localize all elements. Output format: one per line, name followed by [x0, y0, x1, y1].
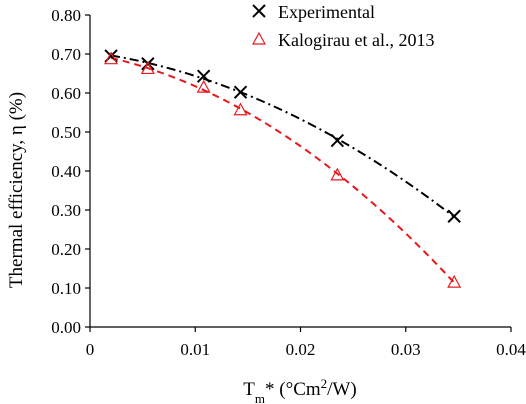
y-tick-label: 0.80: [51, 6, 81, 25]
x-tick-label: 0.03: [391, 340, 421, 359]
y-tick-label: 0.60: [51, 84, 81, 103]
data-point-experimental: [330, 133, 345, 148]
y-tick-label: 0.40: [51, 162, 81, 181]
data-point-kalogirau: [104, 51, 119, 65]
x-axis-label-end: /W): [327, 379, 357, 400]
x-tick-label: 0.01: [180, 340, 210, 359]
data-point-kalogirau: [140, 61, 155, 75]
trendlines: [110, 54, 455, 284]
y-tick-label: 0.00: [51, 318, 81, 337]
y-axis-label: Thermal efficiency, η (%): [6, 92, 27, 288]
data-point-kalogirau: [233, 102, 248, 116]
trendline-experimental: [110, 54, 455, 218]
y-tick-label: 0.20: [51, 240, 81, 259]
y-tick-label: 0.70: [51, 45, 81, 64]
data-point-experimental: [447, 209, 461, 223]
legend-label-kalogirau: Kalogirau et al., 2013: [278, 30, 434, 50]
trendline-kalogirau: [110, 56, 455, 284]
data-point-kalogirau: [330, 167, 345, 181]
tick-labels: 0.00 0.10 0.20 0.30 0.40 0.50 0.60 0.70 0.80 0 0.0…: [51, 6, 526, 359]
data-point-experimental: [141, 57, 155, 71]
legend-item-kalogirau: Kalogirau et al., 2013: [251, 30, 434, 50]
legend: Experimental Kalogirau et al., 2013: [251, 2, 434, 50]
y-tick-label: 0.30: [51, 201, 81, 220]
legend-marker-triangle: [251, 31, 267, 45]
axes: [85, 14, 512, 332]
data-point-experimental: [233, 85, 248, 99]
x-tick-label: 0: [86, 340, 95, 359]
legend-item-experimental: Experimental: [252, 2, 375, 22]
y-tick-label: 0.10: [51, 279, 81, 298]
legend-label-experimental: Experimental: [278, 2, 375, 22]
x-axis-label-sup: 2: [321, 376, 328, 391]
data-point-kalogirau: [196, 79, 211, 93]
x-axis-label: Tm* (°Cm2/W): [243, 376, 356, 404]
x-axis-label-base: T: [243, 379, 255, 400]
x-axis-label-sub: m: [255, 391, 265, 404]
y-tick-label: 0.50: [51, 123, 81, 142]
x-tick-label: 0.04: [496, 340, 526, 359]
x-axis-label-rest: * (°Cm: [265, 379, 321, 400]
x-tick-label: 0.02: [286, 340, 316, 359]
legend-marker-x: [252, 4, 266, 18]
data-points: [104, 49, 462, 288]
data-point-experimental: [196, 69, 211, 83]
data-point-kalogirau: [447, 274, 462, 288]
